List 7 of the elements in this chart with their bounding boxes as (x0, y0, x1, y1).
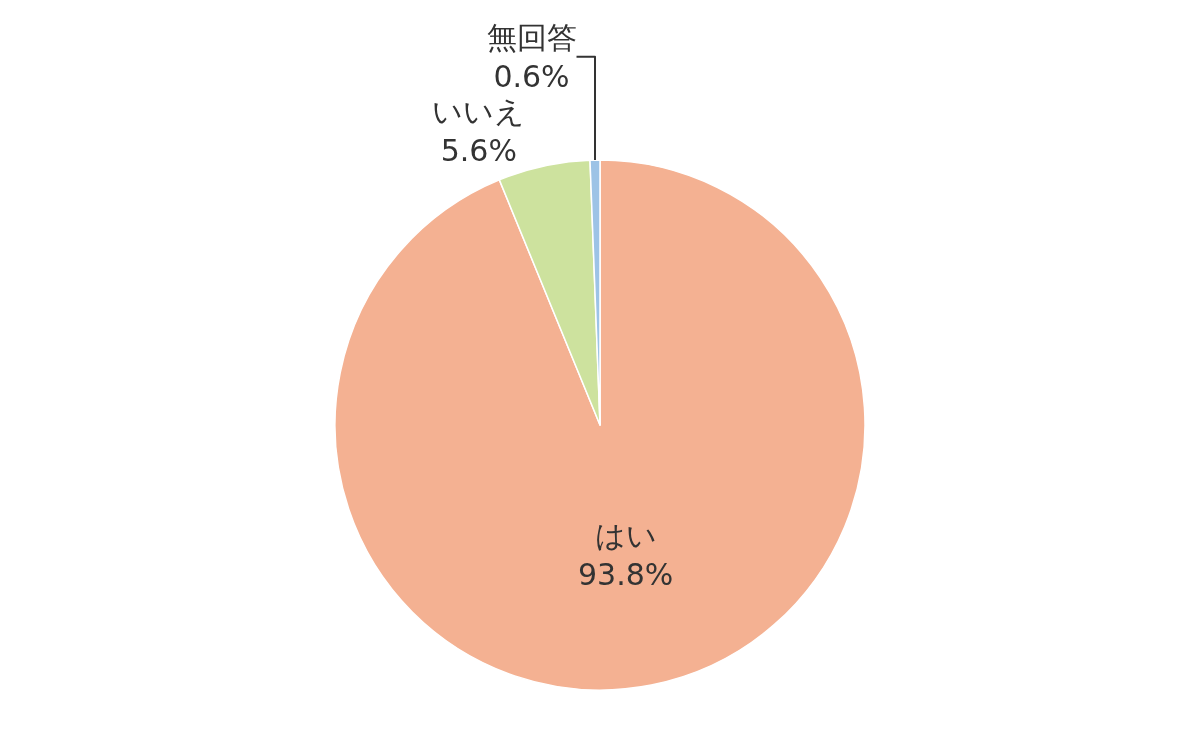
slice-label: はい (594, 517, 657, 553)
slice-label: いいえ (432, 93, 526, 129)
slice-label: 無回答 (486, 19, 577, 55)
data-label: 93.8% (577, 556, 674, 592)
data-label: 5.6% (440, 132, 517, 168)
data-label: 0.6% (493, 58, 570, 94)
pie-slice (334, 159, 866, 691)
